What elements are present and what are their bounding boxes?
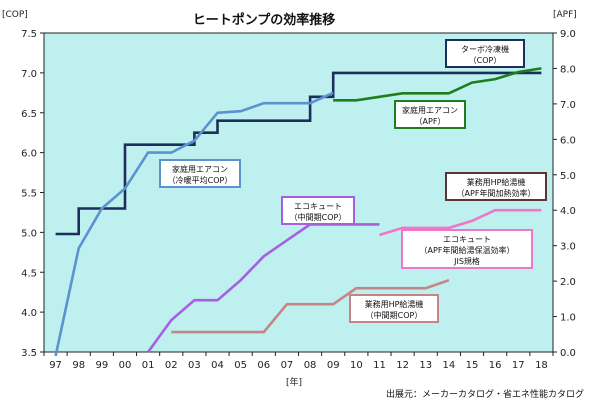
x-axis: 97 98 99 00 01 02 03 04 05 06 07 08 09 10 11 12 13 14 15 16…	[43, 352, 554, 371]
x-tick-label: 02	[165, 360, 178, 371]
x-tick-label: 09	[327, 360, 340, 371]
annotation-text: （APF年間加熱効率）	[457, 188, 536, 198]
annotation-text: （APF）	[415, 117, 446, 126]
x-unit: [年]	[286, 376, 302, 388]
annotation-5: エコキュート（APF年間給湯保温効率）JIS規格	[401, 229, 533, 269]
series-line-2	[54, 91, 334, 357]
annotation-2: 家庭用エアコン（冷暖平均COP）	[159, 159, 241, 188]
annotation-text: 家庭用エアコン	[402, 105, 458, 115]
x-tick-label: 17	[512, 360, 525, 371]
x-tick-label: 11	[373, 360, 386, 371]
right-axis: 0.0 1.0 2.0 3.0 4.0 5.0 6.0 7.0 8.0 9.0	[553, 29, 576, 359]
annotations: ターボ冷凍機（COP）家庭用エアコン（冷暖平均COP）家庭用エアコン（APF）エ…	[159, 39, 547, 323]
source-note: 出展元：メーカーカタログ・省エネ性能カタログ	[386, 388, 584, 400]
x-tick-label: 98	[72, 360, 85, 371]
right-tick-label: 8.0	[560, 64, 576, 75]
x-tick-label: 04	[211, 360, 224, 371]
annotation-box	[394, 100, 466, 129]
annotation-text: 家庭用エアコン	[172, 164, 228, 174]
annotation-text: エコキュート	[443, 235, 491, 244]
x-tick-label: 07	[281, 360, 294, 371]
x-tick-label: 99	[95, 360, 108, 371]
annotation-3: 家庭用エアコン （APF）	[394, 100, 466, 129]
annotation-6: 業務用HP給湯機（中間期COP）	[349, 294, 439, 323]
right-tick-label: 2.0	[560, 277, 576, 288]
left-tick-label: 7.0	[21, 69, 37, 80]
x-tick-label: 08	[304, 360, 317, 371]
x-tick-label: 14	[443, 360, 456, 371]
y-right-unit: [APF]	[553, 10, 577, 20]
x-tick-label: 01	[142, 360, 155, 371]
annotation-text: （冷暖平均COP）	[168, 175, 233, 185]
annotation-4: エコキュート（中間期COP）	[281, 196, 355, 225]
annotation-text: （中間期COP）	[290, 212, 347, 222]
right-tick-label: 4.0	[560, 206, 576, 217]
annotation-text: （中間期COP）	[366, 310, 423, 320]
series-layer	[54, 67, 542, 357]
right-tick-label: 0.0	[560, 348, 576, 359]
x-tick-label: 97	[49, 360, 62, 371]
annotation-7: 業務用HP給湯機（APF年間加熱効率）	[445, 172, 547, 201]
right-tick-label: 7.0	[560, 100, 576, 111]
x-tick-label: 13	[419, 360, 432, 371]
right-tick-label: 5.0	[560, 171, 576, 182]
annotation-box	[281, 196, 355, 225]
x-tick-label: 00	[119, 360, 132, 371]
right-tick-label: 6.0	[560, 135, 576, 146]
left-axis: 3.5 4.0 4.5 5.0 5.5 6.0 6.5 7.0 7.5	[21, 29, 44, 359]
series-line-1	[55, 71, 542, 236]
annotation-text: 業務用HP給湯機	[467, 177, 526, 187]
right-tick-label: 3.0	[560, 242, 576, 253]
x-tick-label: 12	[396, 360, 409, 371]
x-tick-label: 16	[489, 360, 502, 371]
annotation-box	[401, 229, 533, 269]
series-line-3	[333, 67, 542, 102]
x-tick-label: 15	[466, 360, 479, 371]
right-tick-label: 1.0	[560, 313, 576, 324]
left-tick-label: 3.5	[21, 348, 37, 359]
annotation-box	[445, 39, 525, 68]
annotation-box	[349, 294, 439, 323]
left-tick-label: 4.0	[21, 308, 37, 319]
left-tick-label: 7.5	[21, 29, 37, 40]
left-tick-label: 6.0	[21, 149, 37, 160]
annotation-box	[159, 159, 241, 188]
left-tick-label: 5.0	[21, 228, 37, 239]
annotation-box	[445, 172, 547, 201]
annotation-1: ターボ冷凍機 （COP）	[445, 39, 525, 68]
annotation-text: JIS規格	[453, 256, 480, 266]
x-tick-label: 05	[234, 360, 247, 371]
left-tick-label: 4.5	[21, 268, 37, 279]
annotation-text: （COP）	[469, 56, 502, 65]
x-tick-label: 06	[257, 360, 270, 371]
left-tick-label: 5.5	[21, 189, 37, 200]
series-line-5	[379, 208, 542, 237]
annotation-text: ターボ冷凍機	[461, 44, 509, 54]
right-tick-label: 9.0	[560, 29, 576, 40]
y-left-unit: [COP]	[2, 10, 28, 20]
series-line-6	[171, 278, 450, 334]
x-tick-label: 18	[535, 360, 548, 371]
x-tick-label: 03	[188, 360, 201, 371]
left-tick-label: 6.5	[21, 109, 37, 120]
annotation-text: （APF年間給湯保温効率）	[420, 245, 515, 255]
x-tick-label: 10	[350, 360, 363, 371]
annotation-text: 業務用HP給湯機	[365, 299, 424, 309]
chart-title: ヒートポンプの効率推移	[193, 12, 336, 28]
annotation-text: エコキュート	[294, 202, 342, 211]
